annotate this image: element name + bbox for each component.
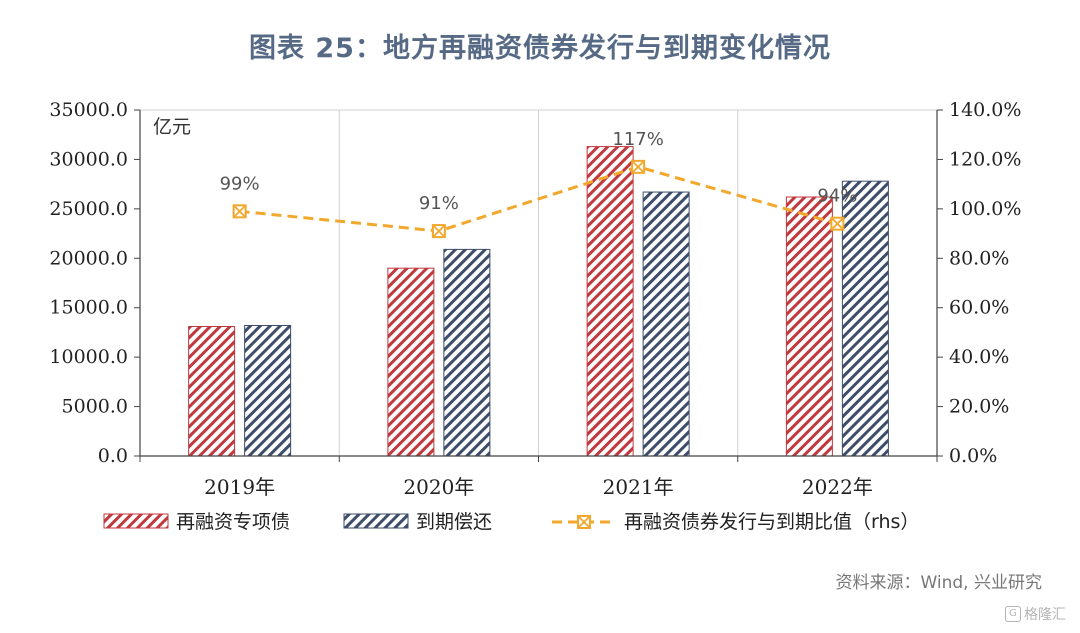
bar-refinancing — [387, 267, 435, 457]
right-tick-label: 20.0% — [949, 396, 1009, 418]
right-tick-label: 0.0% — [949, 445, 997, 467]
left-tick-label: 15000.0 — [49, 297, 128, 319]
left-tick-label: 30000.0 — [49, 148, 128, 170]
legend-swatch-refinancing — [103, 513, 169, 529]
x-category-label: 2021年 — [603, 475, 674, 499]
left-tick-label: 25000.0 — [49, 198, 128, 220]
legend-label-maturity: 到期偿还 — [416, 511, 492, 533]
legend-marker-x — [578, 516, 590, 528]
watermark-icon: G — [1005, 606, 1021, 622]
right-tick-label: 40.0% — [949, 346, 1009, 368]
left-tick-label: 10000.0 — [49, 346, 128, 368]
bar-maturity — [244, 325, 292, 457]
left-tick-label: 0.0 — [98, 445, 128, 467]
left-tick-label: 20000.0 — [49, 247, 128, 269]
ratio-marker-x — [233, 205, 246, 217]
bar-refinancing — [586, 146, 634, 457]
x-category-label: 2020年 — [403, 475, 474, 499]
bar-maturity — [443, 248, 491, 457]
watermark-text: 格隆汇 — [1024, 607, 1066, 623]
x-category-label: 2022年 — [802, 475, 873, 499]
source-note: 资料来源：Wind, 兴业研究 — [835, 573, 1042, 593]
ratio-marker-x — [831, 218, 844, 230]
ratio-data-label: 91% — [419, 193, 459, 214]
ratio-data-label: 99% — [220, 173, 260, 194]
axes — [134, 109, 943, 462]
chart: 99% 91% 117% 94% 0.0 5000.0 10000.0 15000.0 200… — [49, 99, 1021, 533]
ratio-data-label: 94% — [817, 186, 857, 207]
ratio-marker-x — [433, 225, 445, 237]
right-tick-label: 100.0% — [949, 198, 1021, 220]
chart-title: 图表 25：地方再融资债券发行与到期变化情况 — [249, 33, 831, 64]
bar-maturity — [841, 180, 889, 457]
left-tick-label: 35000.0 — [49, 99, 128, 121]
ratio-data-label: 117% — [612, 129, 663, 150]
bars — [188, 146, 889, 457]
unit-label: 亿元 — [153, 116, 191, 138]
left-tick-label: 5000.0 — [62, 396, 128, 418]
right-tick-label: 140.0% — [949, 99, 1021, 121]
legend-swatch-maturity — [343, 513, 409, 529]
right-tick-label: 80.0% — [949, 247, 1009, 269]
watermark: G 格隆汇 — [1005, 604, 1066, 624]
ratio-line: 99% 91% 117% 94% — [220, 129, 857, 239]
ratio-line-path — [239, 165, 838, 233]
bar-maturity — [642, 191, 690, 457]
bar-refinancing — [188, 325, 236, 457]
right-tick-label: 60.0% — [949, 297, 1009, 319]
legend: 再融资专项债 到期偿还 再融资债券发行与到期比值（rhs） — [103, 511, 919, 533]
tick-labels: 0.0 5000.0 10000.0 15000.0 20000.0 25000.0 300… — [49, 99, 1021, 499]
bar-refinancing — [785, 196, 833, 457]
legend-label-ratio: 再融资债券发行与到期比值（rhs） — [624, 511, 919, 533]
grid-lines — [140, 109, 937, 456]
x-category-label: 2019年 — [204, 475, 275, 499]
right-tick-label: 120.0% — [949, 148, 1021, 170]
ratio-marker-x — [632, 161, 644, 173]
legend-label-refinancing: 再融资专项债 — [176, 511, 290, 533]
